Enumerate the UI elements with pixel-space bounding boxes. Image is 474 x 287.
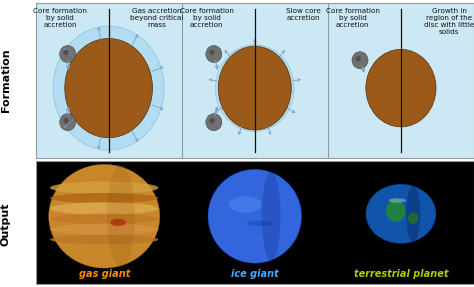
Circle shape (60, 114, 76, 131)
Circle shape (210, 50, 215, 55)
Circle shape (64, 118, 69, 123)
Ellipse shape (386, 200, 405, 222)
Text: Core formation
by solid
accretion: Core formation by solid accretion (326, 7, 380, 28)
Text: terrestrial planet: terrestrial planet (354, 269, 448, 279)
Ellipse shape (50, 181, 158, 194)
Text: ice giant: ice giant (231, 269, 279, 279)
Ellipse shape (50, 235, 158, 244)
Text: Core formation
by solid
accretion: Core formation by solid accretion (34, 7, 87, 28)
Ellipse shape (366, 49, 436, 127)
Ellipse shape (246, 220, 272, 226)
Circle shape (64, 50, 69, 55)
Text: Slow core
accretion: Slow core accretion (285, 7, 320, 21)
Circle shape (206, 45, 222, 63)
Ellipse shape (49, 164, 160, 268)
Ellipse shape (389, 198, 406, 203)
Ellipse shape (229, 196, 262, 213)
Circle shape (352, 52, 368, 69)
Circle shape (210, 118, 215, 123)
Circle shape (60, 45, 76, 63)
Circle shape (366, 184, 436, 243)
Ellipse shape (406, 186, 420, 242)
Text: gas giant: gas giant (79, 269, 130, 279)
Ellipse shape (107, 164, 135, 268)
Ellipse shape (50, 214, 158, 224)
Ellipse shape (262, 172, 281, 261)
Ellipse shape (65, 38, 153, 138)
Ellipse shape (50, 224, 158, 235)
Circle shape (356, 56, 361, 61)
Text: Core formation
by solid
accretion: Core formation by solid accretion (180, 7, 234, 28)
Circle shape (206, 114, 222, 131)
Ellipse shape (53, 26, 164, 150)
Ellipse shape (218, 46, 292, 130)
Text: Formation: Formation (0, 49, 11, 112)
Ellipse shape (215, 45, 294, 131)
Text: Growth in
region of the
disc with little
solids: Growth in region of the disc with little… (424, 7, 474, 35)
Ellipse shape (110, 219, 126, 226)
Text: Output: Output (0, 202, 11, 246)
Text: Gas accretion
beyond critical
mass: Gas accretion beyond critical mass (130, 7, 183, 28)
Ellipse shape (50, 193, 158, 203)
Ellipse shape (50, 202, 158, 215)
Ellipse shape (208, 169, 301, 263)
Ellipse shape (408, 212, 419, 224)
